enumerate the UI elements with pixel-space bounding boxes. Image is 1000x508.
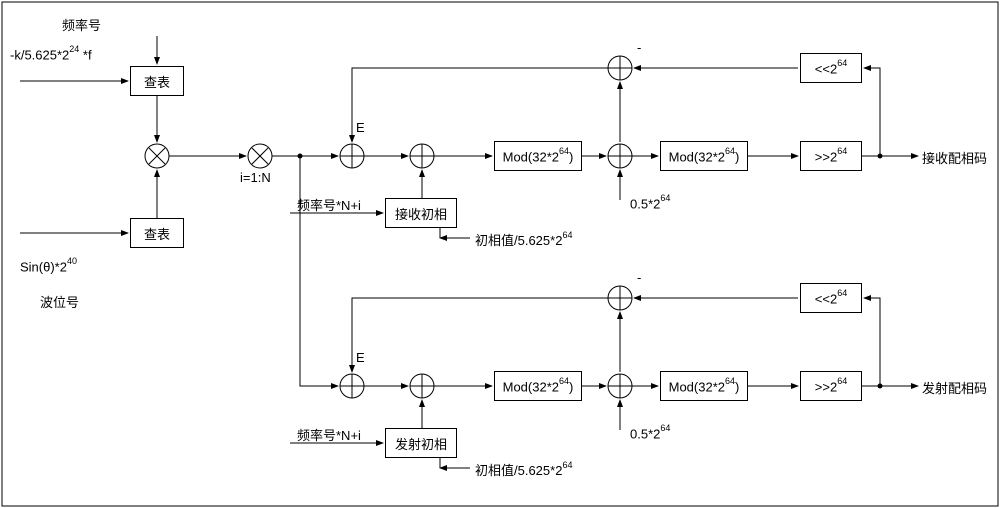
lshift-box-2: <<264 xyxy=(800,283,862,313)
lshift-box-1: <<264 xyxy=(800,53,862,83)
wave-no-label: 波位号 xyxy=(40,292,79,311)
minus-label-2: - xyxy=(637,270,641,285)
tx-output-label: 发射配相码 xyxy=(922,378,987,397)
mod-box-3: Mod(32*264) xyxy=(494,371,582,401)
input-kf-label: -k/5.625*224 *f xyxy=(10,46,92,62)
rshift-box-1: >>264 xyxy=(800,141,862,171)
minus-label-1: - xyxy=(637,40,641,55)
mod-box-2: Mod(32*264) xyxy=(660,141,748,171)
sin-theta-label: Sin(θ)*240 xyxy=(20,258,77,274)
i-eq-label: i=1:N xyxy=(240,170,271,185)
init-div-label-2: 初相值/5.625*264 xyxy=(475,460,572,479)
tx-init-phase-box: 发射初相 xyxy=(385,428,457,458)
freq-ni-label-1: 频率号*N+i xyxy=(297,195,361,214)
lookup-table-2: 查表 xyxy=(130,218,184,248)
rx-init-phase-box: 接收初相 xyxy=(385,198,457,228)
freq-ni-label-2: 频率号*N+i xyxy=(297,425,361,444)
rx-output-label: 接收配相码 xyxy=(922,148,987,167)
init-div-label-1: 初相值/5.625*264 xyxy=(475,230,572,249)
lookup-table-1: 查表 xyxy=(130,66,184,96)
rshift-box-2: >>264 xyxy=(800,371,862,401)
e-label-1: E xyxy=(356,120,365,135)
mod-box-4: Mod(32*264) xyxy=(660,371,748,401)
half-label-1: 0.5*264 xyxy=(630,195,670,211)
mod-box-1: Mod(32*264) xyxy=(494,141,582,171)
e-label-2: E xyxy=(356,350,365,365)
freq-no-label: 频率号 xyxy=(62,15,101,34)
half-label-2: 0.5*264 xyxy=(630,425,670,441)
